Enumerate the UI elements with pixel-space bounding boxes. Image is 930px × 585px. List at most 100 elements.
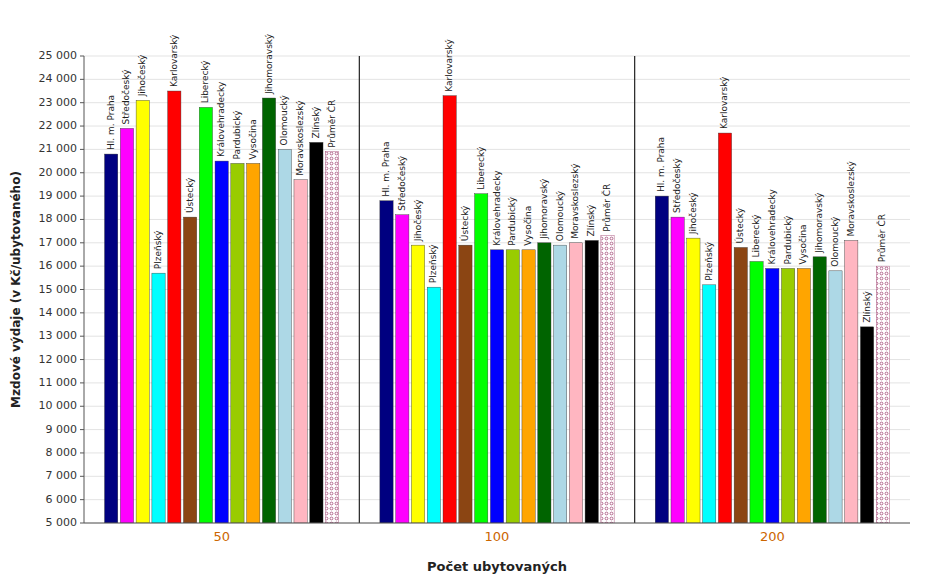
bar-label: Jihomoravský: [539, 178, 549, 240]
y-tick-label: 12 000: [39, 353, 78, 366]
bar: [860, 327, 873, 523]
y-tick: [80, 172, 84, 173]
bar-label: Vysočina: [248, 119, 258, 159]
bar-label: Karlovarský: [169, 34, 179, 87]
bar: [247, 163, 260, 523]
bar: [262, 98, 275, 523]
bar: [687, 238, 700, 523]
bar: [136, 100, 149, 523]
bar: [490, 250, 503, 523]
bar-label: Vysočina: [798, 224, 808, 264]
y-tick: [80, 452, 84, 453]
bar-label: Hl. m. Praha: [106, 95, 116, 150]
bar: [506, 250, 519, 523]
y-tick-label: 20 000: [39, 166, 78, 179]
y-tick: [80, 523, 84, 524]
bar-label: Ústecký: [734, 207, 745, 243]
y-tick: [80, 219, 84, 220]
y-tick-label: 17 000: [39, 236, 78, 249]
chart: 5 0006 0007 0008 0009 00010 00011 00012 …: [0, 0, 930, 585]
bar: [199, 107, 212, 523]
y-tick-label: 16 000: [39, 259, 78, 272]
bar-label: Jihočeský: [137, 54, 147, 97]
bar: [326, 152, 339, 523]
bar-label: Plzeňský: [704, 241, 714, 280]
bar-label: Moravskoslezský: [846, 161, 856, 237]
bar-label: Liberecký: [476, 146, 486, 190]
bar-label: Královehradecky: [767, 188, 777, 264]
y-tick-label: 18 000: [39, 212, 78, 225]
bar: [734, 247, 747, 523]
bar: [601, 236, 614, 523]
bar: [443, 96, 456, 523]
bar: [475, 194, 488, 523]
y-tick: [80, 266, 84, 267]
y-tick: [80, 126, 84, 127]
bar-label: Vysočina: [523, 206, 533, 246]
bar: [538, 243, 551, 523]
y-tick-label: 5 000: [46, 516, 78, 529]
y-tick-label: 15 000: [39, 283, 78, 296]
y-tick-label: 13 000: [39, 329, 78, 342]
y-tick-label: 23 000: [39, 96, 78, 109]
x-axis-label: Počet ubytovaných: [427, 559, 567, 574]
y-tick-label: 22 000: [39, 119, 78, 132]
bar-label: Plzeňský: [428, 244, 438, 283]
bar-label: Jihomoravský: [264, 33, 274, 95]
bar-label: Jihomoravský: [814, 192, 824, 254]
bar-label: Karlovarský: [719, 76, 729, 129]
y-tick: [80, 289, 84, 290]
bar: [585, 240, 598, 523]
bar-labels: Hl. m. PrahaHl. m. PrahaHl. m. PrahaStře…: [106, 33, 888, 323]
bar-label: Pardubický: [783, 215, 793, 265]
bar-label: Olomoucký: [830, 216, 840, 267]
y-tick: [80, 476, 84, 477]
bar-label: Jihočeský: [413, 199, 423, 242]
bar: [152, 273, 165, 523]
bar-label: Jihočeský: [688, 192, 698, 235]
grid-line: [84, 523, 910, 524]
bar-label: Moravskoslezský: [295, 100, 305, 176]
bar-label: Středočeský: [121, 69, 131, 125]
y-tick: [80, 499, 84, 500]
bar: [120, 128, 133, 523]
bar: [427, 287, 440, 523]
y-tick: [80, 429, 84, 430]
y-tick: [80, 56, 84, 57]
y-tick: [80, 242, 84, 243]
bar: [829, 271, 842, 523]
y-tick: [80, 382, 84, 383]
y-tick: [80, 359, 84, 360]
bar: [215, 161, 228, 523]
x-tick-label: 200: [760, 529, 785, 544]
bar-label: Královehradecky: [492, 170, 502, 246]
y-tick: [80, 79, 84, 80]
bar: [876, 266, 889, 523]
y-tick-label: 24 000: [39, 72, 78, 85]
bar-label: Olomoucký: [279, 94, 289, 145]
bar-label: Průměr ČR: [601, 184, 612, 232]
bar: [105, 154, 118, 523]
bar: [797, 268, 810, 523]
bar-label: Zlínský: [311, 106, 321, 138]
bar-label: Průměr ČR: [876, 214, 887, 262]
y-tick-label: 11 000: [39, 376, 78, 389]
bar: [310, 142, 323, 523]
bar: [168, 91, 181, 523]
bar: [655, 196, 668, 523]
grid-line: [84, 56, 910, 57]
bar-label: Hl. m. Praha: [381, 142, 391, 197]
bar: [569, 243, 582, 523]
y-tick: [80, 102, 84, 103]
bar-label: Ústecký: [459, 205, 470, 241]
x-tick-label: 50: [213, 529, 230, 544]
bar-label: Pardubický: [507, 196, 517, 246]
bar: [718, 133, 731, 523]
bar-label: Průměr ČR: [326, 100, 337, 148]
bar-label: Zlínský: [586, 204, 596, 236]
bar: [703, 285, 716, 523]
bar: [278, 149, 291, 523]
group-separator: [634, 56, 635, 523]
y-tick: [80, 196, 84, 197]
y-tick-label: 10 000: [39, 399, 78, 412]
